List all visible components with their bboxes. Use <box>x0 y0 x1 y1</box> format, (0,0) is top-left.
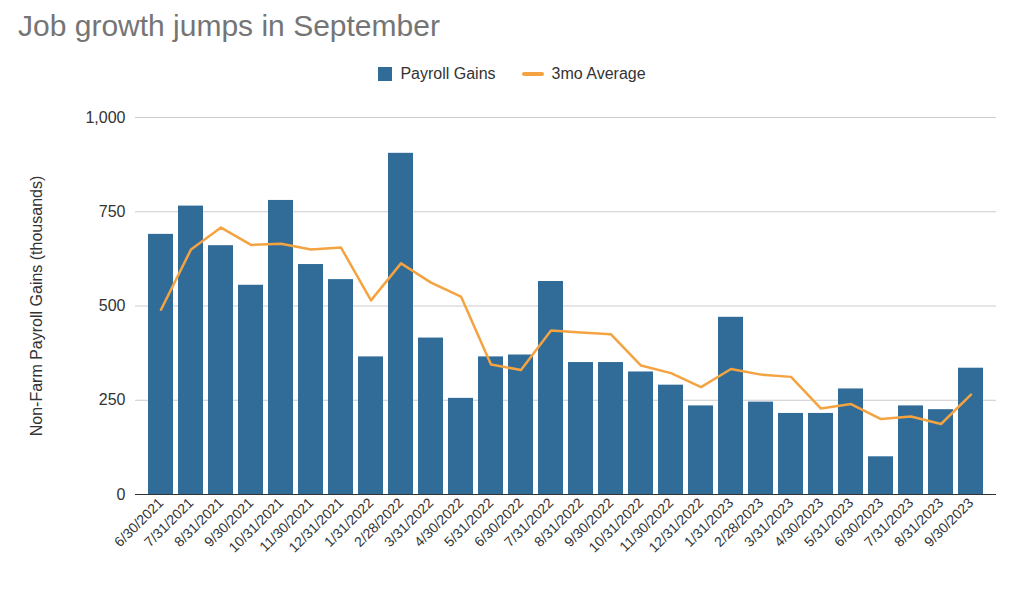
svg-text:7/31/2022: 7/31/2022 <box>500 494 557 550</box>
svg-text:500: 500 <box>99 297 126 314</box>
html-text:Payroll Gains: Payroll Gains <box>400 64 496 82</box>
svg-text:6/30/2022: 6/30/2022 <box>470 494 527 550</box>
svg-text:11/30/2021: 11/30/2021 <box>256 494 317 555</box>
svg-text:1/31/2023: 1/31/2023 <box>680 494 737 550</box>
svg-text:6/30/2021: 6/30/2021 <box>110 494 167 550</box>
svg-text:8/31/2022: 8/31/2022 <box>530 494 587 550</box>
svg-text:1,000: 1,000 <box>85 109 125 126</box>
svg-text:10/31/2021: 10/31/2021 <box>225 494 287 556</box>
svg-text:7/31/2023: 7/31/2023 <box>860 494 917 550</box>
svg-text:12/31/2021: 12/31/2021 <box>285 494 347 556</box>
svg-text:5/31/2022: 5/31/2022 <box>440 494 497 550</box>
svg-text:8/31/2023: 8/31/2023 <box>890 494 947 550</box>
svg-text:6/30/2023: 6/30/2023 <box>830 494 887 550</box>
svg-text:12/31/2022: 12/31/2022 <box>645 494 707 556</box>
svg-text:4/30/2023: 4/30/2023 <box>770 494 827 550</box>
svg-text:9/30/2023: 9/30/2023 <box>921 494 977 550</box>
svg-text:3/31/2023: 3/31/2023 <box>740 494 797 550</box>
svg-text:Non-Farm Payroll Gains (thousa: Non-Farm Payroll Gains (thousands) <box>28 176 45 437</box>
svg-text:5/31/2023: 5/31/2023 <box>800 494 857 550</box>
html-text:3mo Average: 3mo Average <box>551 64 646 82</box>
svg-text:2/28/2022: 2/28/2022 <box>350 494 407 550</box>
svg-text:11/30/2022: 11/30/2022 <box>616 494 677 555</box>
svg-text:10/31/2022: 10/31/2022 <box>585 494 647 556</box>
svg-text:2/28/2023: 2/28/2023 <box>710 494 767 550</box>
html-text:Job growth jumps in September: Job growth jumps in September <box>18 9 440 42</box>
svg-text:8/31/2021: 8/31/2021 <box>170 494 227 550</box>
svg-text:9/30/2021: 9/30/2021 <box>200 494 257 550</box>
svg-text:9/30/2022: 9/30/2022 <box>560 494 617 550</box>
svg-text:0: 0 <box>117 486 126 503</box>
svg-text:1/31/2022: 1/31/2022 <box>320 494 377 550</box>
svg-text:7/31/2021: 7/31/2021 <box>140 494 197 550</box>
svg-text:750: 750 <box>99 203 126 220</box>
svg-text:4/30/2022: 4/30/2022 <box>410 494 467 550</box>
svg-text:250: 250 <box>99 391 126 408</box>
svg-text:3/31/2022: 3/31/2022 <box>380 494 437 550</box>
